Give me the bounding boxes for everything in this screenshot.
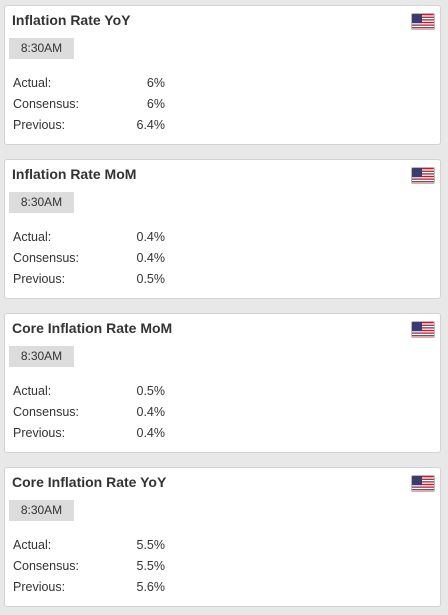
event-card[interactable]: Inflation Rate MoM 8:30AM Actual: 0.4% C… [4, 159, 441, 299]
previous-label: Previous: [13, 580, 66, 594]
us-flag-icon [411, 475, 435, 492]
time-badge: 8:30AM [9, 500, 74, 521]
event-card[interactable]: Core Inflation Rate YoY 8:30AM Actual: 5… [4, 467, 441, 607]
previous-value: 5.6% [136, 580, 166, 594]
actual-label: Actual: [13, 384, 52, 398]
actual-value: 6% [146, 76, 165, 90]
previous-label: Previous: [13, 272, 66, 286]
us-flag-icon [411, 13, 435, 30]
consensus-label: Consensus: [13, 405, 80, 419]
consensus-label: Consensus: [13, 251, 80, 265]
us-flag-icon [411, 321, 435, 338]
previous-label: Previous: [13, 426, 66, 440]
event-card[interactable]: Core Inflation Rate MoM 8:30AM Actual: 0… [4, 313, 441, 453]
actual-label: Actual: [13, 538, 52, 552]
consensus-value: 6% [146, 97, 165, 111]
consensus-label: Consensus: [13, 559, 80, 573]
event-title[interactable]: Core Inflation Rate MoM [12, 320, 173, 336]
actual-label: Actual: [13, 76, 52, 90]
us-flag-icon [411, 167, 435, 184]
actual-row: Actual: 6% [13, 74, 173, 92]
previous-value: 0.5% [136, 272, 166, 286]
previous-row: Previous: 0.4% [13, 424, 173, 442]
event-title[interactable]: Core Inflation Rate YoY [12, 474, 167, 490]
consensus-row: Consensus: 6% [13, 95, 173, 113]
consensus-row: Consensus: 0.4% [13, 249, 173, 267]
event-title[interactable]: Inflation Rate YoY [12, 12, 131, 28]
actual-value: 0.4% [136, 230, 166, 244]
consensus-row: Consensus: 0.4% [13, 403, 173, 421]
actual-value: 0.5% [136, 384, 166, 398]
consensus-row: Consensus: 5.5% [13, 557, 173, 575]
previous-row: Previous: 0.5% [13, 270, 173, 288]
previous-label: Previous: [13, 118, 66, 132]
previous-row: Previous: 6.4% [13, 116, 173, 134]
previous-value: 0.4% [136, 426, 166, 440]
event-card[interactable]: Inflation Rate YoY 8:30AM Actual: 6% Con… [4, 5, 441, 145]
consensus-value: 0.4% [136, 251, 166, 265]
previous-value: 6.4% [136, 118, 166, 132]
time-badge: 8:30AM [9, 38, 74, 59]
consensus-label: Consensus: [13, 97, 80, 111]
event-title[interactable]: Inflation Rate MoM [12, 166, 137, 182]
actual-label: Actual: [13, 230, 52, 244]
previous-row: Previous: 5.6% [13, 578, 173, 596]
consensus-value: 0.4% [136, 405, 166, 419]
consensus-value: 5.5% [136, 559, 166, 573]
actual-row: Actual: 5.5% [13, 536, 173, 554]
actual-row: Actual: 0.4% [13, 228, 173, 246]
actual-value: 5.5% [136, 538, 166, 552]
time-badge: 8:30AM [9, 192, 74, 213]
time-badge: 8:30AM [9, 346, 74, 367]
actual-row: Actual: 0.5% [13, 382, 173, 400]
